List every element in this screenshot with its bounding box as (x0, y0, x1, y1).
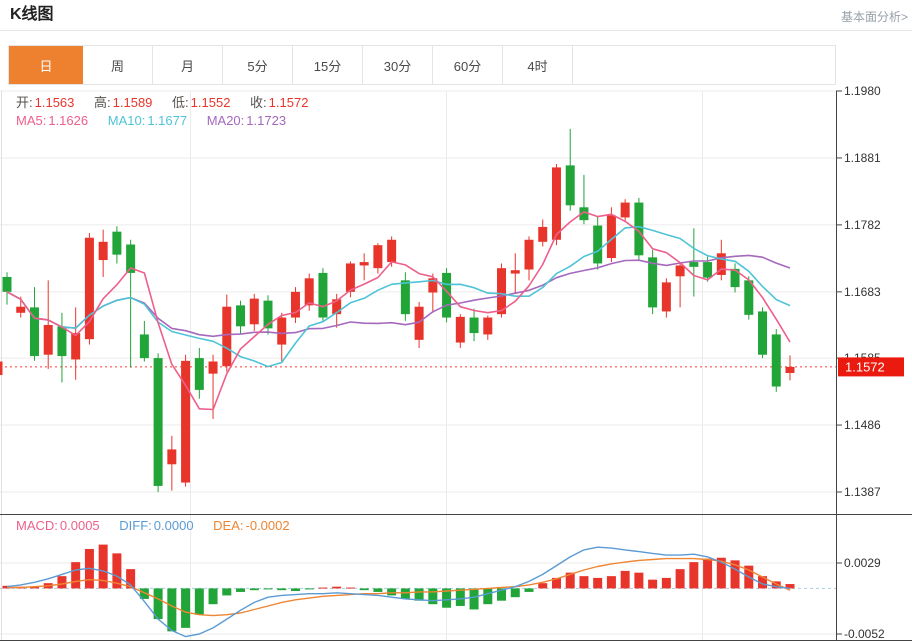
svg-text:1.1572: 1.1572 (845, 359, 885, 374)
tab-5min[interactable]: 5分 (223, 46, 293, 84)
page-title: K线图 (10, 6, 54, 23)
tab-4hour[interactable]: 4时 (503, 46, 573, 84)
svg-text:0.0029: 0.0029 (844, 556, 881, 570)
macd-chart-canvas[interactable]: 0.0029 -0.0052 (0, 515, 912, 641)
svg-text:-0.0052: -0.0052 (844, 627, 885, 641)
tab-30min[interactable]: 30分 (363, 46, 433, 84)
tab-bar-filler (573, 46, 835, 84)
tab-month[interactable]: 月 (153, 46, 223, 84)
interval-tab-bar: 日 周 月 5分 15分 30分 60分 4时 (8, 45, 836, 85)
kline-chart: 1.19801.18811.17821.16831.15851.14861.13… (0, 85, 912, 641)
tab-day[interactable]: 日 (9, 46, 83, 84)
tab-60min[interactable]: 60分 (433, 46, 503, 84)
svg-text:1.1387: 1.1387 (844, 485, 881, 499)
svg-text:1.1486: 1.1486 (844, 418, 881, 432)
svg-text:1.1782: 1.1782 (844, 218, 881, 232)
tab-week[interactable]: 周 (83, 46, 153, 84)
price-chart-canvas[interactable]: 1.19801.18811.17821.16831.15851.14861.13… (0, 85, 912, 515)
svg-text:1.1683: 1.1683 (844, 285, 881, 299)
svg-text:1.1881: 1.1881 (844, 151, 881, 165)
svg-text:1.1980: 1.1980 (844, 85, 881, 98)
tab-15min[interactable]: 15分 (293, 46, 363, 84)
fundamental-analysis-link[interactable]: 基本面分析> (840, 10, 908, 24)
page-header: K线图 基本面分析> (0, 0, 912, 31)
